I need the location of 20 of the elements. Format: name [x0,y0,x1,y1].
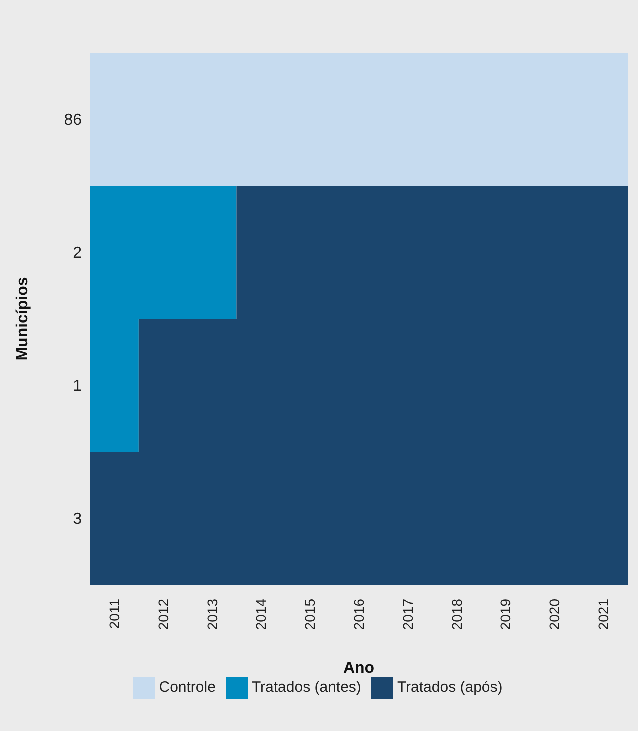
x-tick-label: 2021 [596,598,612,630]
x-tick-label: 2020 [546,598,563,630]
x-tick-label: 2018 [448,598,465,630]
y-tick-label: 3 [73,511,82,528]
x-tick-label: 2013 [204,598,220,630]
x-tick-label: 2015 [302,598,318,630]
legend-label: Controle [159,679,216,696]
x-tick-label: 2016 [351,598,367,630]
y-tick-label: 2 [73,245,82,262]
x-tick-label: 2012 [155,598,172,630]
y-axis-title: Municípios [14,277,32,361]
y-tick-label: 1 [73,378,82,396]
x-axis-title: Ano [343,660,375,677]
legend-label: Tratados (após) [397,679,503,696]
x-tick-label: 2014 [253,598,270,630]
legend-label: Tratados (antes) [252,679,362,696]
y-tick-label: 86 [64,112,82,130]
x-tick-label: 2019 [498,598,514,630]
x-tick-label: 2017 [400,598,416,630]
x-tick-label: 2011 [106,598,122,630]
